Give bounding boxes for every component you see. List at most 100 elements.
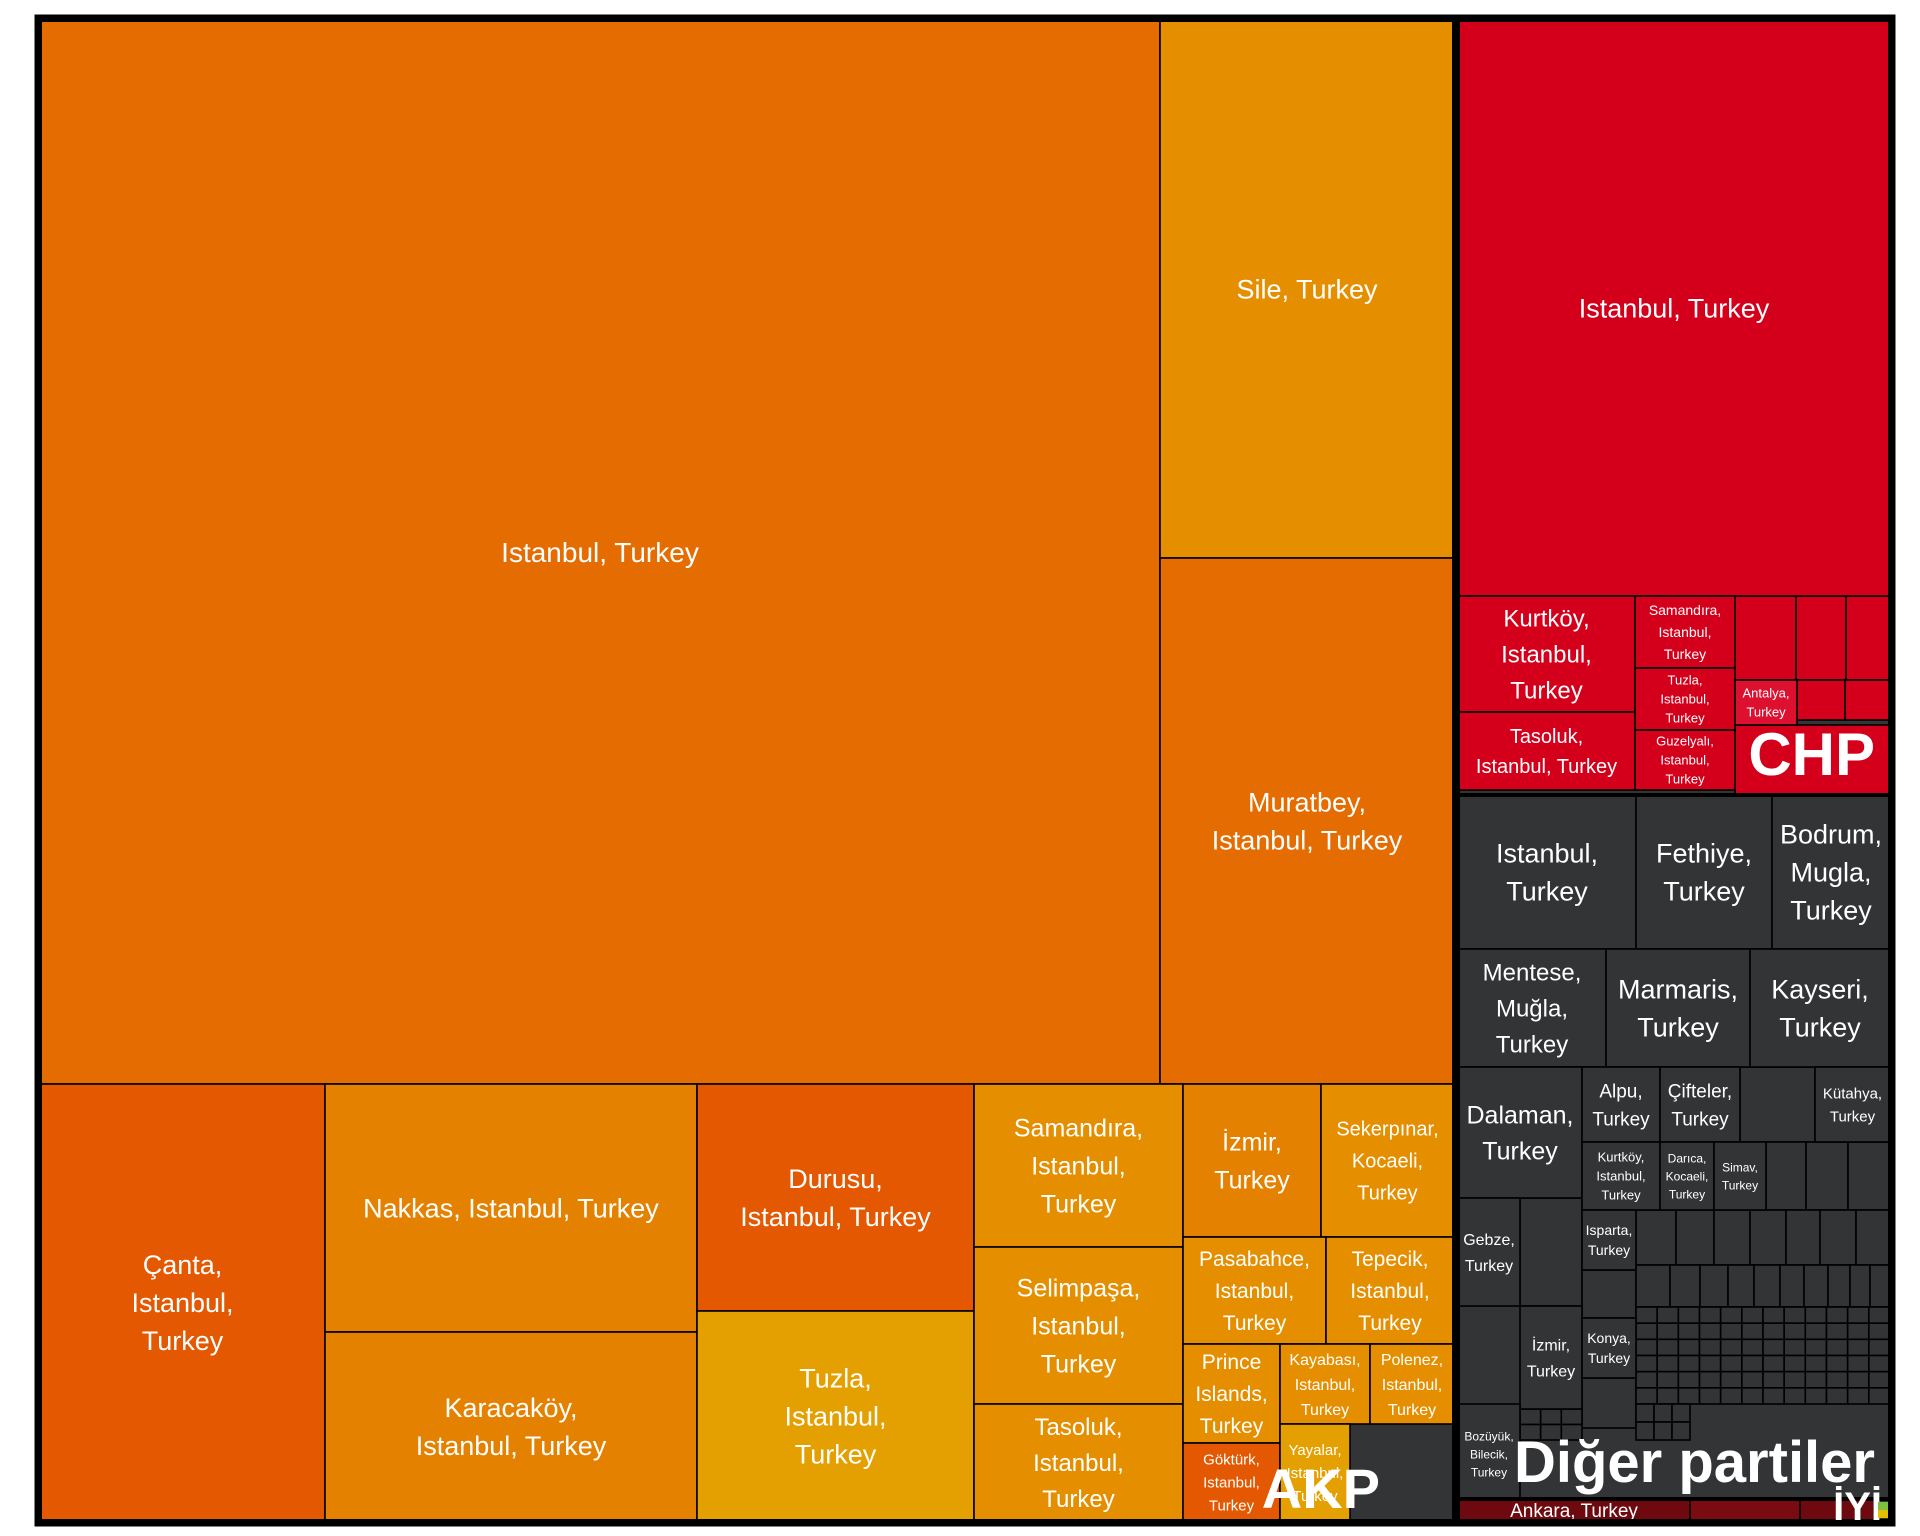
- treemap-cell-diger-partiler-kutahya-turkey: Kütahya, Turkey: [1814, 1066, 1891, 1143]
- treemap-cell-rect: [1457, 948, 1607, 1068]
- treemap-cell-minor: [1741, 1354, 1764, 1373]
- treemap-cell-label: Karacaköy,: [444, 1393, 577, 1423]
- treemap-cell-minor: [1804, 1370, 1828, 1389]
- treemap-cell-akp-tepecik-istanbul-turkey: Tepecik, Istanbul, Turkey: [1325, 1236, 1455, 1345]
- treemap-cell-minor: [1698, 1306, 1722, 1324]
- treemap-cell-label: Turkey: [1292, 1488, 1338, 1505]
- treemap-cell-minor: [1719, 1354, 1743, 1373]
- treemap-cell-minor: [1795, 595, 1847, 681]
- treemap-cell-minor: [1698, 1354, 1722, 1373]
- treemap-cell-minor: [1635, 1387, 1658, 1405]
- treemap-cell-rect: [1457, 1197, 1521, 1307]
- treemap-cell-minor: [1719, 1370, 1743, 1389]
- treemap-cell-diger-partiler-darica-kocaeli-turkey: Darıca, Kocaeli, Turkey: [1659, 1141, 1715, 1211]
- treemap-cell-minor: [1855, 1209, 1891, 1266]
- treemap-cell-label: Istanbul, Turkey: [1212, 826, 1403, 856]
- treemap-cell-label: Yayalar,: [1288, 1442, 1341, 1459]
- treemap-cell-label: Turkey: [1358, 1312, 1422, 1335]
- treemap-cell-rect: [696, 1310, 975, 1522]
- treemap-cell-minor: [1656, 1306, 1680, 1324]
- treemap-cell-minor: [1762, 1387, 1785, 1405]
- treemap-cell-minor: [1825, 1370, 1849, 1389]
- treemap-cell-rect: [1713, 1141, 1767, 1211]
- treemap-cell-minor: [1719, 1306, 1743, 1324]
- treemap-cell-label: Mugla,: [1790, 858, 1871, 888]
- treemap-cell-diger-partiler-alpu-turkey: Alpu, Turkey: [1581, 1066, 1661, 1143]
- treemap-cell-label: Muratbey,: [1248, 788, 1366, 818]
- treemap-cell-label: Tuzla,: [1668, 673, 1703, 688]
- treemap-cell-akp-tasoluk-istanbul-turkey: Tasoluk, Istanbul, Turkey: [973, 1403, 1184, 1522]
- treemap-cell-minor: [1783, 1387, 1807, 1405]
- treemap-cell-minor: [1846, 1354, 1870, 1373]
- treemap-cell-minor: [1796, 679, 1846, 721]
- treemap-cell-label: Antalya,: [1743, 686, 1790, 701]
- treemap-cell-label: Turkey: [1465, 1258, 1513, 1275]
- treemap-cell-minor: [1656, 1322, 1680, 1341]
- treemap-cell-akp-samandira-istanbul-turkey: Samandıra, Istanbul, Turkey: [973, 1083, 1184, 1248]
- treemap-cell-minor: [1846, 1306, 1870, 1324]
- treemap-cell-label: Turkey: [1664, 646, 1706, 662]
- treemap-cell-rect: [1635, 794, 1773, 950]
- treemap-cell-label: Istanbul,: [1596, 1169, 1645, 1184]
- treemap-cell-rect: [1182, 1083, 1322, 1238]
- treemap-cell-minor: [1825, 1387, 1849, 1405]
- treemap-cell-minor: [1846, 1387, 1870, 1405]
- treemap-cell-rect: [1159, 557, 1455, 1085]
- treemap-cell-rect: [39, 19, 1161, 1085]
- treemap-cell-minor: [1671, 1421, 1691, 1441]
- treemap-cell-minor: [1827, 1264, 1851, 1308]
- treemap-cell-label: Sile, Turkey: [1236, 275, 1378, 305]
- treemap-cell-minor: [1741, 1322, 1764, 1341]
- treemap-cell-minor: [1656, 1370, 1680, 1389]
- treemap-cell-label: Istanbul,: [131, 1288, 233, 1318]
- treemap-cell-chp-istanbul-turkey: Istanbul, Turkey: [1457, 19, 1891, 597]
- treemap-group-label-diger-partiler: Diğer partiler: [1514, 1430, 1875, 1495]
- treemap-cell-minor: [1825, 1306, 1849, 1324]
- treemap-cell-minor: [1783, 1306, 1807, 1324]
- treemap-cell-label: Turkey: [1592, 1109, 1650, 1130]
- treemap-cell-minor: [1741, 1306, 1764, 1324]
- minor-party-cell: [1878, 1502, 1888, 1510]
- treemap-cell-minor: [1762, 1306, 1785, 1324]
- treemap-cell-rect: [1519, 1305, 1583, 1410]
- treemap-cell-minor: [1671, 1403, 1691, 1423]
- treemap-cell-label: Mentese,: [1483, 960, 1582, 987]
- treemap-cell-akp-polenez-istanbul-turkey: Polenez, Istanbul, Turkey: [1369, 1343, 1455, 1425]
- treemap-cell-label: Turkey: [1527, 1363, 1575, 1380]
- treemap-cell-chp-samandira-istanbul-turkey: Samandıra, Istanbul, Turkey: [1634, 595, 1736, 669]
- treemap-cell-label: Turkey: [1779, 1013, 1861, 1043]
- treemap-cell-label: Turkey: [1722, 1178, 1758, 1192]
- treemap-cell-minor: [1804, 1354, 1828, 1373]
- treemap-cell-label: Kayseri,: [1771, 975, 1869, 1005]
- treemap-cell-diger-partiler-dalaman-turkey: Dalaman, Turkey: [1457, 1066, 1583, 1199]
- treemap-cell-label: Nakkas, Istanbul, Turkey: [363, 1194, 659, 1224]
- treemap-cell-label: Turkey: [1388, 1402, 1436, 1419]
- treemap-cell-label: Turkey: [1671, 1109, 1729, 1130]
- treemap-cell-minor: [1635, 1354, 1658, 1373]
- treemap-cell-minor: [1804, 1338, 1828, 1357]
- treemap-cell-akp-canta-istanbul-turkey: Çanta, Istanbul, Turkey: [39, 1083, 326, 1522]
- treemap-group-label-i-yi: İYİ: [1833, 1485, 1882, 1529]
- treemap-cell-akp-i-zmir-turkey: İzmir, Turkey: [1182, 1083, 1322, 1238]
- treemap-cell-chp-kurtkoy-istanbul-turkey: Kurtköy, Istanbul, Turkey: [1457, 595, 1636, 713]
- treemap-cell-rect: [1369, 1343, 1455, 1425]
- treemap-cell-label: Istanbul, Turkey: [1579, 294, 1770, 324]
- treemap-cell-rect: [1605, 948, 1751, 1068]
- treemap-cell-minor: [1783, 1354, 1807, 1373]
- treemap-cell-minor: [1635, 1306, 1658, 1324]
- treemap-cell-diger-partiler-simav-turkey: Simav, Turkey: [1713, 1141, 1767, 1211]
- treemap-cell-label: Istanbul,: [1660, 753, 1709, 768]
- treemap-cell-minor: [1560, 1423, 1583, 1441]
- treemap-cell-label: Turkey: [1209, 1497, 1255, 1514]
- treemap-cell-akp-yayalar-istanbul-turkey: Yayalar, Istanbul, Turkey: [1279, 1423, 1351, 1522]
- treemap-cell-minor: [1849, 1264, 1871, 1308]
- treemap-cell-label: Istanbul,: [1660, 692, 1709, 707]
- treemap-cell-label: Turkey: [1214, 1167, 1290, 1195]
- treemap-cell-label: Kayabası,: [1289, 1352, 1360, 1369]
- treemap-cell-rect: [1581, 1066, 1661, 1143]
- treemap-cell-rect: [1634, 729, 1736, 791]
- treemap-cell-label: Turkey: [1506, 877, 1588, 907]
- treemap-cell-diger-partiler-cifteler-turkey: Çifteler, Turkey: [1659, 1066, 1741, 1143]
- treemap-cell-akp-muratbey-istanbul-turkey: Muratbey, Istanbul, Turkey: [1159, 557, 1455, 1085]
